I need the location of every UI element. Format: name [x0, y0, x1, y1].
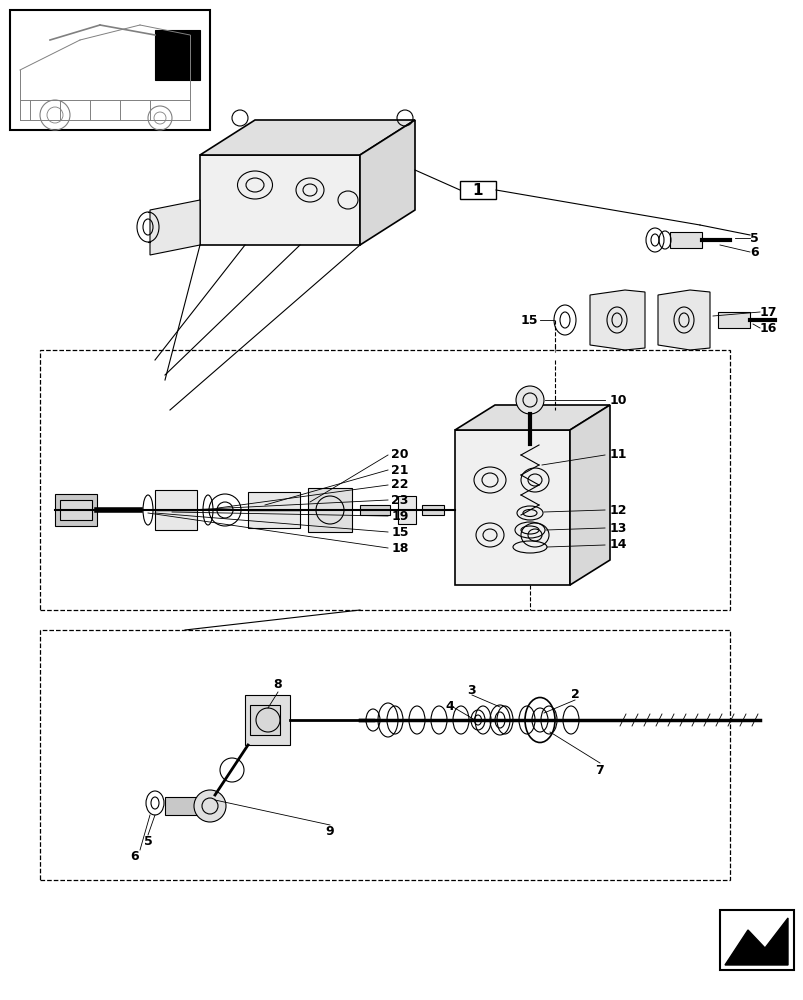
Text: 9: 9: [325, 825, 334, 838]
Bar: [155, 30, 200, 80]
Polygon shape: [569, 405, 609, 585]
Text: 5: 5: [144, 835, 153, 848]
Text: 16: 16: [759, 322, 777, 334]
Text: 13: 13: [609, 522, 626, 534]
Polygon shape: [454, 430, 569, 585]
Bar: [719, 910, 793, 970]
Text: 17: 17: [759, 306, 777, 318]
Text: 19: 19: [391, 510, 408, 522]
Bar: [55, 494, 97, 526]
Text: 14: 14: [609, 538, 626, 552]
Text: 15: 15: [520, 314, 537, 326]
Text: 15: 15: [391, 526, 408, 538]
Text: 8: 8: [273, 678, 282, 692]
Text: 2: 2: [570, 688, 579, 702]
Text: 1: 1: [472, 183, 483, 198]
Bar: [360, 505, 389, 515]
Polygon shape: [724, 918, 787, 965]
Polygon shape: [360, 120, 414, 245]
Text: 12: 12: [609, 504, 626, 516]
Bar: [165, 797, 202, 815]
Text: 21: 21: [391, 464, 408, 477]
Text: 22: 22: [391, 479, 408, 491]
Polygon shape: [200, 155, 360, 245]
Bar: [397, 496, 415, 524]
Text: 6: 6: [131, 850, 139, 863]
Text: 18: 18: [391, 542, 408, 554]
Text: 6: 6: [749, 245, 758, 258]
Bar: [422, 505, 443, 515]
Text: 5: 5: [749, 232, 758, 244]
Bar: [10, 10, 210, 130]
Text: 20: 20: [391, 448, 408, 462]
Circle shape: [194, 790, 226, 822]
Circle shape: [516, 386, 544, 414]
Bar: [155, 490, 197, 530]
Bar: [459, 181, 495, 199]
Bar: [250, 705, 279, 735]
Bar: [245, 695, 290, 745]
Polygon shape: [200, 120, 414, 155]
Polygon shape: [150, 200, 200, 255]
Polygon shape: [657, 290, 709, 350]
Text: 11: 11: [609, 448, 626, 462]
Text: 23: 23: [391, 493, 408, 506]
Polygon shape: [454, 405, 609, 430]
Text: 3: 3: [467, 684, 475, 696]
Text: 7: 7: [595, 764, 604, 776]
Bar: [40, 350, 729, 610]
Bar: [40, 630, 729, 880]
Bar: [247, 492, 300, 528]
Polygon shape: [589, 290, 644, 350]
Bar: [717, 312, 749, 328]
Text: 4: 4: [445, 700, 454, 713]
Bar: [308, 488, 352, 532]
Text: 10: 10: [609, 393, 626, 406]
Bar: [60, 500, 92, 520]
Bar: [669, 232, 701, 248]
